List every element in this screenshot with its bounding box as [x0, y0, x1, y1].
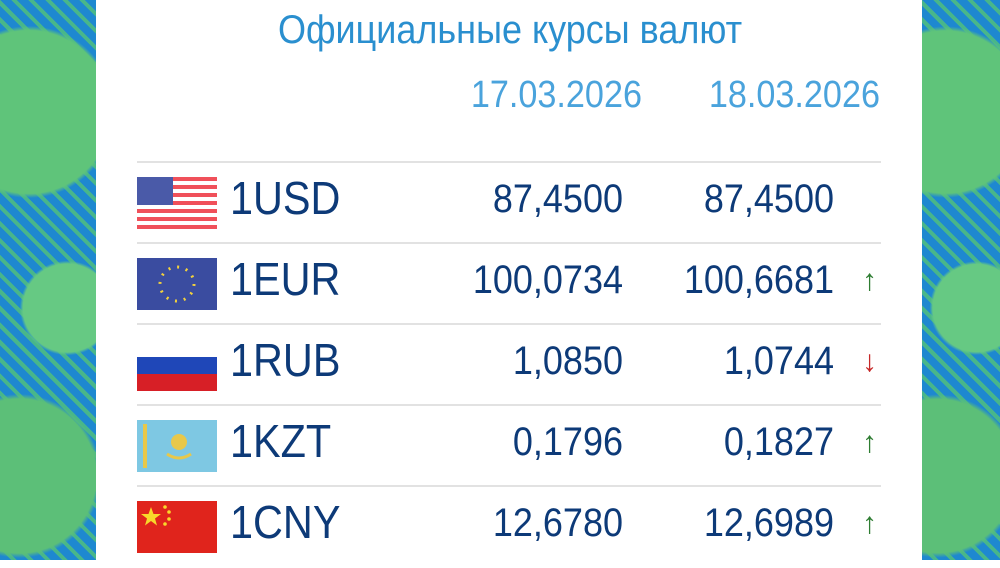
us-flag-icon — [137, 177, 217, 229]
date-current: 18.03.2026 — [708, 74, 880, 116]
rate-previous: 1,0850 — [512, 339, 623, 383]
currency-code: 1USD — [230, 172, 341, 224]
currency-code: 1EUR — [230, 253, 341, 305]
rate-previous: 100,0734 — [472, 258, 623, 302]
rate-current: 12,6989 — [703, 501, 834, 545]
rate-row-eur: 1EUR 100,0734 100,6681 ↑ — [137, 242, 881, 325]
decorative-pattern-right — [922, 0, 1000, 560]
rate-previous: 87,4500 — [492, 177, 623, 221]
page-title: Официальные курсы валют — [277, 8, 743, 52]
rate-row-usd: 1USD 87,4500 87,4500 — [137, 161, 881, 244]
rate-current: 1,0744 — [723, 339, 834, 383]
rate-row-rub: 1RUB 1,0850 1,0744 ↓ — [137, 323, 881, 406]
kz-flag-icon — [137, 420, 217, 472]
ru-flag-icon — [137, 339, 217, 391]
eu-flag-icon — [137, 258, 217, 310]
rate-row-kzt: 1KZT 0,1796 0,1827 ↑ — [137, 404, 881, 487]
currency-code: 1KZT — [230, 415, 332, 467]
rate-current: 0,1827 — [723, 420, 834, 464]
rate-previous: 12,6780 — [492, 501, 623, 545]
cn-flag-icon — [137, 501, 217, 553]
currency-code: 1RUB — [230, 334, 341, 386]
arrow-down-icon: ↓ — [862, 345, 877, 378]
arrow-up-icon: ↑ — [862, 426, 877, 459]
rate-previous: 0,1796 — [512, 420, 623, 464]
decorative-pattern-left — [0, 0, 96, 560]
rate-current: 87,4500 — [703, 177, 834, 221]
currency-code: 1CNY — [230, 496, 341, 548]
arrow-up-icon: ↑ — [862, 507, 877, 540]
rate-row-cny: 1CNY 12,6780 12,6989 ↑ — [137, 485, 881, 568]
rate-current: 100,6681 — [683, 258, 834, 302]
date-previous: 17.03.2026 — [470, 74, 642, 116]
arrow-up-icon: ↑ — [862, 264, 877, 297]
